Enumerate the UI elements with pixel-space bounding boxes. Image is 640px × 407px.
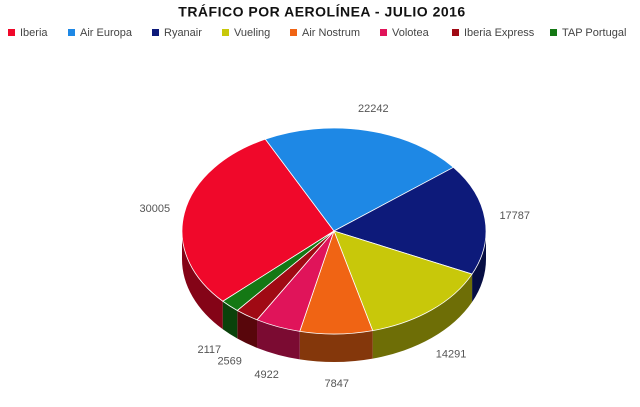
legend-swatch [380,29,387,36]
data-label: 14291 [436,349,467,361]
legend-swatch [68,29,75,36]
legend-swatch [8,29,15,36]
slice [332,166,487,275]
legend-swatch [290,29,297,36]
slice [333,230,473,332]
data-label: 2569 [217,355,241,367]
slice-side [299,330,373,362]
legend-swatch [550,29,557,36]
slice [181,138,335,302]
data-label: 30005 [140,203,171,215]
data-label: 17787 [499,210,530,222]
legend-label: Ryanair [164,27,202,39]
slice [264,127,455,232]
legend-label: Air Nostrum [302,27,360,39]
slice-side [182,231,223,330]
legend-swatch [222,29,229,36]
slice-side [372,274,473,359]
legend-label: Iberia Express [464,27,535,39]
legend-swatch [452,29,459,36]
chart-title: TRÁFICO POR AEROLÍNEA - JULIO 2016 [178,4,465,20]
slice-side [472,231,486,303]
slice-side [222,301,238,339]
slice [222,230,335,311]
slice-side [237,310,258,348]
legend-label: Volotea [392,27,430,39]
data-label: 2117 [197,344,221,356]
data-label: 22242 [358,103,389,115]
legend-swatch [152,29,159,36]
data-label: 4922 [254,369,278,381]
legend-label: Iberia [20,27,48,39]
legend-label: Vueling [234,27,270,39]
legend-label: TAP Portugal [562,27,626,39]
data-label: 7847 [324,378,348,390]
legend-label: Air Europa [80,27,133,39]
